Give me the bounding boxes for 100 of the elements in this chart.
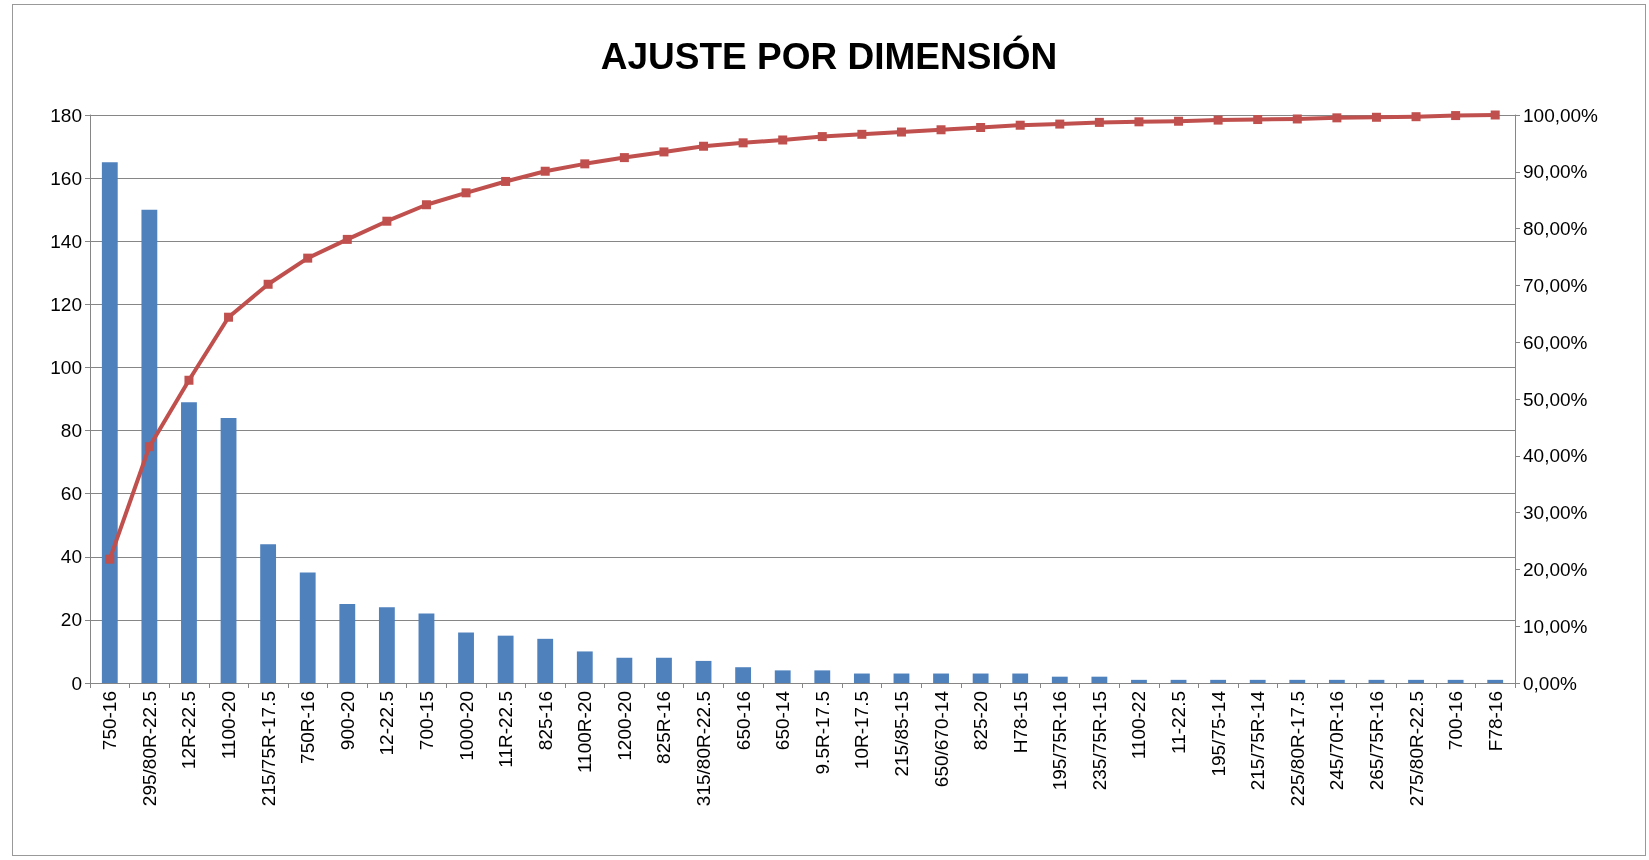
point bbox=[342, 234, 352, 244]
point bbox=[619, 153, 629, 163]
bar bbox=[299, 572, 316, 683]
x-tick-label: 295/80R-22.5 bbox=[138, 691, 160, 807]
point bbox=[303, 253, 313, 263]
x-tick-label: 12R-22.5 bbox=[178, 691, 200, 770]
point bbox=[738, 138, 748, 148]
point bbox=[1055, 119, 1065, 129]
y2-tick-label: 70,00% bbox=[1523, 274, 1588, 296]
point bbox=[778, 135, 788, 145]
x-tick-label: 215/75R-17.5 bbox=[257, 691, 279, 807]
x-tick-label: 11-22.5 bbox=[1168, 691, 1190, 755]
point bbox=[1015, 120, 1025, 130]
bar bbox=[537, 638, 554, 683]
x-tick-label: 650-16 bbox=[732, 691, 754, 751]
bar bbox=[1131, 679, 1147, 683]
bar bbox=[260, 544, 277, 683]
x-tick-label: 1100-20 bbox=[218, 691, 240, 760]
bar bbox=[339, 604, 356, 683]
bar bbox=[972, 673, 989, 683]
point bbox=[1490, 110, 1500, 120]
y2-tick-label: 10,00% bbox=[1523, 615, 1588, 637]
bar bbox=[893, 673, 910, 683]
x-tick-label: 825-20 bbox=[970, 691, 992, 751]
y-tick-label: 120 bbox=[50, 293, 82, 315]
x-tick-label: 1100R-20 bbox=[574, 691, 596, 774]
bar bbox=[814, 670, 831, 683]
bar bbox=[735, 667, 752, 683]
bar bbox=[1091, 676, 1108, 683]
x-tick-label: 11R-22.5 bbox=[495, 691, 517, 768]
x-tick-label: 215/75R-14 bbox=[1247, 690, 1269, 791]
bar bbox=[1249, 679, 1266, 683]
point bbox=[1371, 112, 1381, 122]
y2-tick-label: 100,00% bbox=[1523, 104, 1599, 126]
x-tick-label: H78-15 bbox=[1009, 691, 1031, 754]
y2-tick-label: 50,00% bbox=[1523, 388, 1588, 410]
y-tick-label: 140 bbox=[50, 230, 82, 252]
point bbox=[382, 216, 392, 226]
y2-tick-label: 60,00% bbox=[1523, 331, 1588, 353]
bar bbox=[220, 417, 237, 683]
y2-tick-label: 30,00% bbox=[1523, 502, 1588, 524]
bar bbox=[101, 162, 118, 683]
bar bbox=[497, 635, 514, 683]
x-tick-label: F78-16 bbox=[1484, 691, 1506, 752]
point bbox=[976, 123, 986, 132]
point bbox=[1332, 113, 1342, 123]
bar bbox=[1012, 673, 1029, 683]
bar bbox=[1170, 679, 1187, 683]
point bbox=[144, 442, 154, 452]
point bbox=[817, 132, 827, 142]
y2-tick-label: 80,00% bbox=[1523, 218, 1588, 240]
x-tick-label: 195/75R-16 bbox=[1049, 691, 1071, 791]
x-tick-label: 265/75R-16 bbox=[1365, 691, 1387, 791]
point bbox=[1174, 116, 1184, 126]
point bbox=[105, 554, 115, 564]
x-tick-label: 900-20 bbox=[336, 691, 358, 751]
point bbox=[1451, 111, 1461, 121]
y2-tick-label: 0,00% bbox=[1523, 672, 1577, 694]
point bbox=[224, 312, 234, 322]
point bbox=[1094, 117, 1104, 127]
bar bbox=[1408, 679, 1424, 683]
y-tick-label: 0 bbox=[71, 672, 82, 694]
x-tick-label: 225/80R-17.5 bbox=[1286, 691, 1308, 807]
point bbox=[1134, 117, 1144, 127]
bar bbox=[774, 670, 791, 683]
x-tick-label: 245/70R-16 bbox=[1326, 691, 1348, 791]
bar bbox=[418, 613, 435, 683]
x-tick-label: 700-15 bbox=[415, 691, 437, 751]
point bbox=[540, 166, 550, 176]
bar bbox=[1328, 679, 1345, 683]
x-tick-label: 650-14 bbox=[772, 690, 794, 751]
x-tick-label: 750-16 bbox=[99, 691, 121, 751]
point bbox=[659, 147, 669, 157]
bar bbox=[656, 657, 672, 683]
bar bbox=[378, 607, 395, 683]
x-tick-label: 825R-16 bbox=[653, 691, 675, 764]
bar bbox=[181, 402, 197, 683]
y2-tick-label: 40,00% bbox=[1523, 445, 1588, 467]
x-tick-label: 315/80R-22.5 bbox=[693, 691, 715, 807]
y-tick-label: 20 bbox=[60, 609, 82, 631]
x-tick-label: 1100-22 bbox=[1128, 691, 1150, 760]
point bbox=[580, 159, 590, 169]
x-tick-label: 275/80R-22.5 bbox=[1405, 691, 1427, 807]
x-tick-label: 235/75R-15 bbox=[1088, 691, 1110, 791]
point bbox=[1411, 112, 1421, 122]
x-tick-label: 1200-20 bbox=[613, 691, 635, 761]
point bbox=[1292, 114, 1302, 124]
point bbox=[501, 176, 511, 186]
x-tick-label: 650/670-14 bbox=[930, 690, 952, 788]
bar bbox=[458, 632, 474, 683]
x-tick-label: 215/85-15 bbox=[890, 691, 912, 777]
point bbox=[421, 200, 431, 210]
bar bbox=[616, 657, 633, 683]
bar bbox=[853, 673, 870, 683]
x-tick-label: 700-16 bbox=[1445, 691, 1467, 751]
y-tick-label: 40 bbox=[60, 546, 82, 568]
x-tick-label: 195/75-14 bbox=[1207, 690, 1229, 777]
point bbox=[1253, 115, 1263, 125]
x-tick-label: 12-22.5 bbox=[376, 691, 398, 756]
x-tick-label: 10R-17.5 bbox=[851, 691, 873, 770]
